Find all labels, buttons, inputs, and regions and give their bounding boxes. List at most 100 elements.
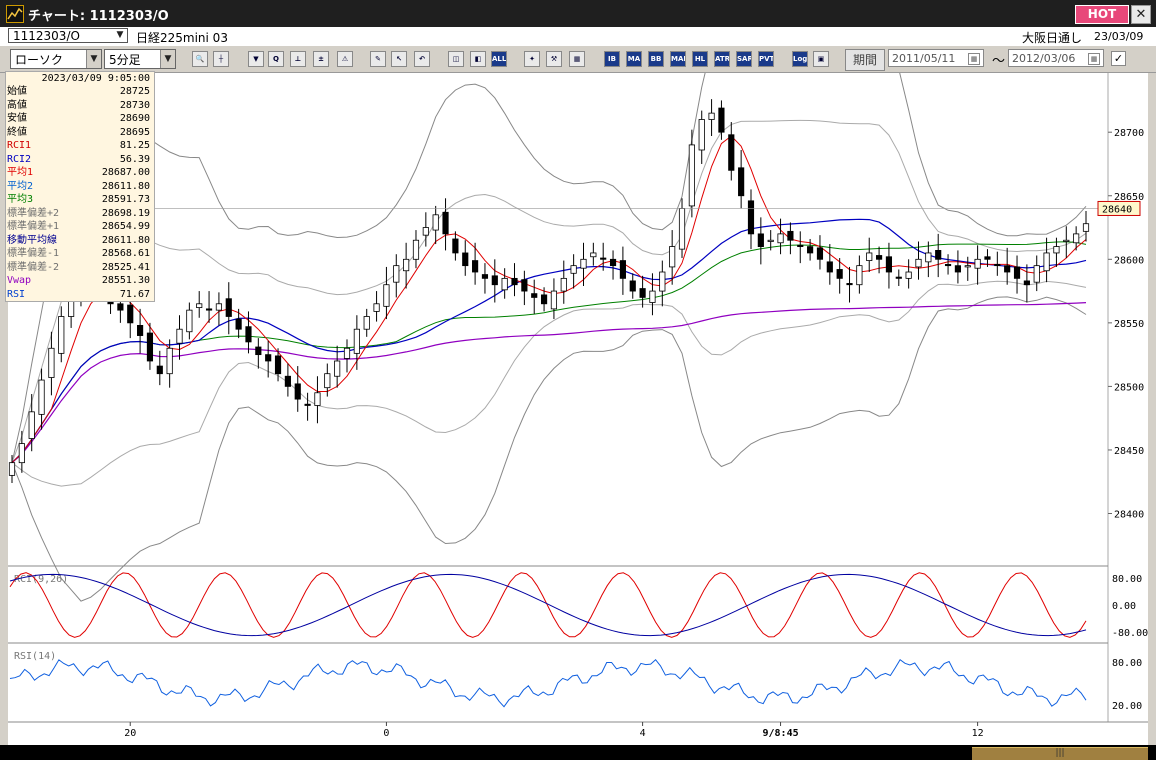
chart-area[interactable]: 28400 28450 28500 28550 28600 28650 28700 28640… [8,73,1148,745]
sar-icon[interactable]: SAR [736,51,752,67]
chevron-down-icon[interactable]: ▼ [116,30,124,40]
ma-icon[interactable]: MA [626,51,642,67]
candle-body [521,279,528,292]
date-from-field[interactable]: 2011/05/11 ▦ [888,49,984,67]
candle-body [245,326,252,343]
title-bar: チャート: 1112303/O HOT ✕ [0,0,1156,27]
horizontal-scrollbar[interactable] [0,745,1156,760]
undo-icon[interactable]: ↶ [414,51,430,67]
candle-body [137,324,144,336]
info-row: 平均1 28687.00 [7,166,152,179]
candle-body [481,274,489,279]
candle-body [1082,223,1090,232]
log-icon[interactable]: Log [792,51,808,67]
tools-icon[interactable]: ✦ [524,51,540,67]
candle-body [807,246,814,254]
chevron-down-icon[interactable]: ▼ [86,50,101,68]
candle-body [343,347,351,359]
candle-body [196,303,203,309]
candle-body [294,383,301,400]
candle-body [501,277,508,291]
y-tick-label: 28400 [1114,510,1144,521]
candle-body [472,260,479,273]
candle-body [580,258,587,269]
rci-pane: RCI(9,26) 80.00 0.00 -80.00 [9,572,1148,639]
bollinger-band-line [11,280,1087,487]
candle-body [935,250,942,260]
info-datetime: 2023/03/09 9:05:00 [41,73,150,84]
candle-body [757,233,764,247]
candle-body [324,373,331,389]
info-key: 始値 [7,86,27,97]
info-key: 標準偏差-1 [7,248,60,259]
chart-type-select[interactable]: ローソク ▼ [10,49,102,69]
date-to-value: 2012/03/06 [1012,52,1076,65]
candle-body [117,303,124,311]
color-icon[interactable]: ▦ [569,51,585,67]
candle-body [531,293,538,298]
candle-icon[interactable]: ± [313,51,329,67]
atr-icon[interactable]: ATR [714,51,730,67]
candle-body [846,283,853,286]
zoom-icon[interactable]: 🔍 [192,51,208,67]
warning-icon[interactable]: ⚠ [337,51,353,67]
pvt-icon[interactable]: PVT [758,51,774,67]
period-button[interactable]: 期間 [845,49,885,71]
candle-body [363,316,370,330]
symbol-row [0,27,1156,46]
candle-body [225,298,232,317]
scrollbar-thumb[interactable]: ||| [972,747,1148,760]
rsi-tick-label: 80.00 [1112,658,1142,669]
info-row: 移動平均線 28611.80 [7,234,152,247]
mae-icon[interactable]: MAE [670,51,686,67]
candle-body [1023,280,1030,286]
bb-icon[interactable]: BB [648,51,664,67]
pointer-icon[interactable]: ↖ [391,51,407,67]
chevron-down-icon[interactable]: ▼ [160,50,175,68]
candle-body [166,347,173,375]
calendar-icon[interactable]: ▦ [1088,53,1100,65]
candle-add-icon[interactable]: ◫ [448,51,464,67]
candle-remove-icon[interactable]: ◧ [470,51,486,67]
magnify-icon[interactable]: Q [268,51,284,67]
close-icon[interactable]: ✕ [1131,5,1151,24]
calendar-icon[interactable]: ▦ [968,53,980,65]
candle-body [383,284,390,307]
candle-body [688,144,695,207]
info-key: 平均2 [7,180,34,192]
date-to-field[interactable]: 2012/03/06 ▦ [1008,49,1104,67]
crosshair-icon[interactable]: ┼ [213,51,229,67]
candle-body [885,256,893,273]
down-arrow-icon[interactable]: ▼ [248,51,264,67]
hl-icon[interactable]: HL [692,51,708,67]
info-key: 平均3 [7,194,34,205]
export-icon[interactable]: ▣ [813,51,829,67]
info-value: 71.67 [119,288,150,300]
wrench-icon[interactable]: ⚒ [546,51,562,67]
candle-body [186,309,193,333]
candle-body [787,230,794,241]
candle-body [511,277,518,286]
bollinger-band-line [11,119,1087,463]
info-key: 標準偏差+1 [7,221,60,232]
all-icon[interactable]: ALL [491,51,507,67]
pencil-icon[interactable]: ✎ [370,51,386,67]
time-axis: 20 0 4 9/8:45 12 [124,722,984,739]
info-key: 標準偏差-2 [7,261,60,273]
candle-body [58,316,65,354]
info-value: 28690 [119,113,150,124]
indicator-icon[interactable]: IB [604,51,620,67]
candle-body [944,263,952,267]
timeframe-select[interactable]: 5分足 ▼ [104,49,176,69]
candle-body [422,227,429,236]
pitchfork-icon[interactable]: ⊥ [290,51,306,67]
symbol-code: 1112303/O [13,29,80,43]
hot-button[interactable]: HOT [1075,5,1129,24]
rci1-line [9,572,1087,638]
candle-body [274,355,282,375]
info-row: 標準偏差+1 28654.99 [7,220,152,233]
info-row: 終値 28695 [7,126,152,139]
symbol-input[interactable]: 1112303/O ▼ [8,28,128,43]
range-checkbox[interactable]: ✓ [1111,51,1126,66]
candle-body [235,318,242,330]
